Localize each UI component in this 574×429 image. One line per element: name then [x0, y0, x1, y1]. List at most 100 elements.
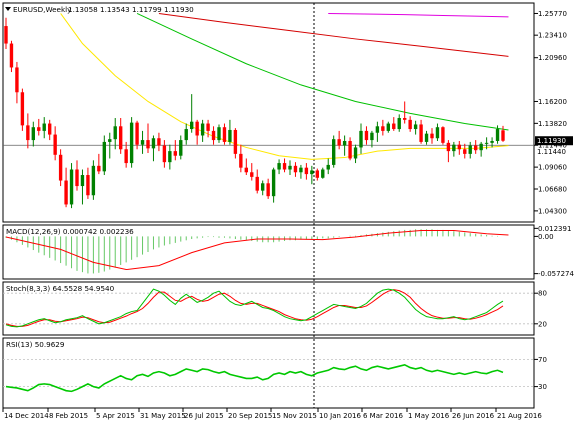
price-tick-label: 1.20960 — [538, 54, 567, 62]
symbol-name: EURUSD,Weekly — [13, 5, 72, 14]
candle-body — [37, 127, 41, 131]
candle-body — [173, 151, 178, 156]
time-tick-label: 10 Jan 2016 — [319, 412, 362, 420]
candle-body — [359, 130, 363, 148]
stoch-label: Stoch(8,3,3) 64.5528 54.9540 — [6, 284, 115, 293]
candle-body — [430, 133, 434, 139]
current-price-label: 1.11930 — [537, 137, 566, 145]
time-tick-label: 5 Apr 2015 — [96, 412, 135, 420]
candle-body — [250, 172, 254, 177]
candle-body — [424, 133, 429, 142]
candle-body — [200, 123, 205, 136]
candle-body — [484, 142, 489, 144]
candle-body — [239, 153, 243, 168]
macd-panel-frame — [2, 224, 535, 280]
stochastic-indicator: 80 20 — [3, 288, 547, 328]
price-tick-label: 1.11440 — [538, 142, 567, 150]
rsi-line — [5, 363, 504, 393]
candle-body — [86, 175, 90, 196]
candle-body — [348, 141, 352, 159]
macd-tick-label: -0.057274 — [538, 270, 574, 278]
candle-body — [495, 129, 500, 142]
candle-body — [53, 134, 57, 155]
candle-body — [151, 138, 156, 149]
candle-body — [473, 145, 478, 151]
candle-body — [189, 121, 194, 130]
candle-body — [129, 122, 134, 164]
candle-body — [468, 145, 472, 154]
stoch-tick-label: 20 — [538, 320, 547, 328]
candle-body — [397, 118, 401, 130]
moving-average-line — [136, 13, 509, 131]
candle-body — [293, 165, 298, 173]
candle-body — [118, 126, 123, 150]
price-tick-label: 1.04300 — [538, 207, 567, 215]
candle-body — [392, 123, 396, 130]
triangle-down-icon — [5, 7, 11, 11]
price-panel-frame — [2, 2, 535, 223]
price-tick-label: 1.25770 — [538, 10, 567, 18]
moving-averages — [60, 12, 509, 160]
candle-body — [228, 129, 232, 142]
candle-body — [244, 167, 249, 173]
candle-body — [310, 170, 314, 175]
time-tick-label: 8 Feb 2015 — [49, 412, 88, 420]
candle-body — [386, 123, 391, 131]
price-tick-label: 1.06680 — [538, 186, 567, 194]
stoch-main-line — [5, 288, 504, 328]
candle-body — [233, 129, 238, 154]
rsi-panel-frame — [2, 337, 535, 409]
candle-body — [353, 147, 358, 159]
time-tick-label: 6 Mar 2016 — [363, 412, 403, 420]
candle-body — [135, 122, 139, 145]
price-tick-label: 1.23410 — [538, 32, 567, 40]
candle-body — [441, 127, 445, 143]
candle-body — [408, 119, 412, 130]
candle-body — [9, 43, 14, 68]
candle-body — [206, 123, 210, 131]
marked-level-marker: 1.11440 — [537, 148, 566, 156]
time-tick-label: 21 Aug 2016 — [497, 412, 542, 420]
time-tick-label: 26 Jun 2016 — [452, 412, 495, 420]
panel-frames — [2, 2, 535, 409]
candle-body — [146, 140, 150, 149]
rsi-indicator: 70 30 — [3, 356, 547, 393]
candle-body — [402, 118, 407, 120]
symbol-header: EURUSD,Weekly 1.13058 1.13543 1.11799 1.… — [5, 5, 194, 14]
candle-body — [211, 130, 216, 141]
candle-body — [326, 164, 330, 170]
candle-body — [435, 127, 440, 139]
candle-body — [222, 127, 227, 142]
macd-tick-label: 0.012391 — [538, 225, 571, 233]
candle-body — [337, 139, 341, 146]
candle-body — [124, 149, 128, 164]
rsi-label: RSI(13) 50.9629 — [6, 340, 65, 349]
candle-body — [452, 144, 456, 152]
candle-body — [69, 169, 74, 205]
candle-body — [501, 130, 505, 141]
candle-body — [20, 92, 25, 126]
marked-level-label: 1.11440 — [537, 148, 566, 156]
current-price-marker: 1.11930 — [535, 136, 573, 146]
price-tick-label: 1.09060 — [538, 164, 567, 172]
candle-body — [457, 144, 462, 150]
candle-body — [217, 127, 221, 141]
price-tick-label: 1.16200 — [538, 98, 567, 106]
candle-body — [102, 141, 107, 172]
candle-body — [179, 140, 183, 156]
candle-body — [195, 121, 199, 136]
candle-body — [375, 126, 380, 133]
candle-body — [315, 170, 320, 178]
candle-body — [413, 124, 418, 130]
time-tick-label: 1 May 2016 — [408, 412, 450, 420]
moving-average-line — [60, 13, 509, 160]
candle-body — [75, 169, 79, 187]
candle-body — [381, 126, 385, 131]
macd-label: MACD(12,26,9) 0.000742 0.002236 — [6, 227, 134, 236]
candle-body — [4, 26, 8, 44]
candle-body — [140, 140, 145, 145]
time-tick-label: 31 May 2015 — [140, 412, 186, 420]
